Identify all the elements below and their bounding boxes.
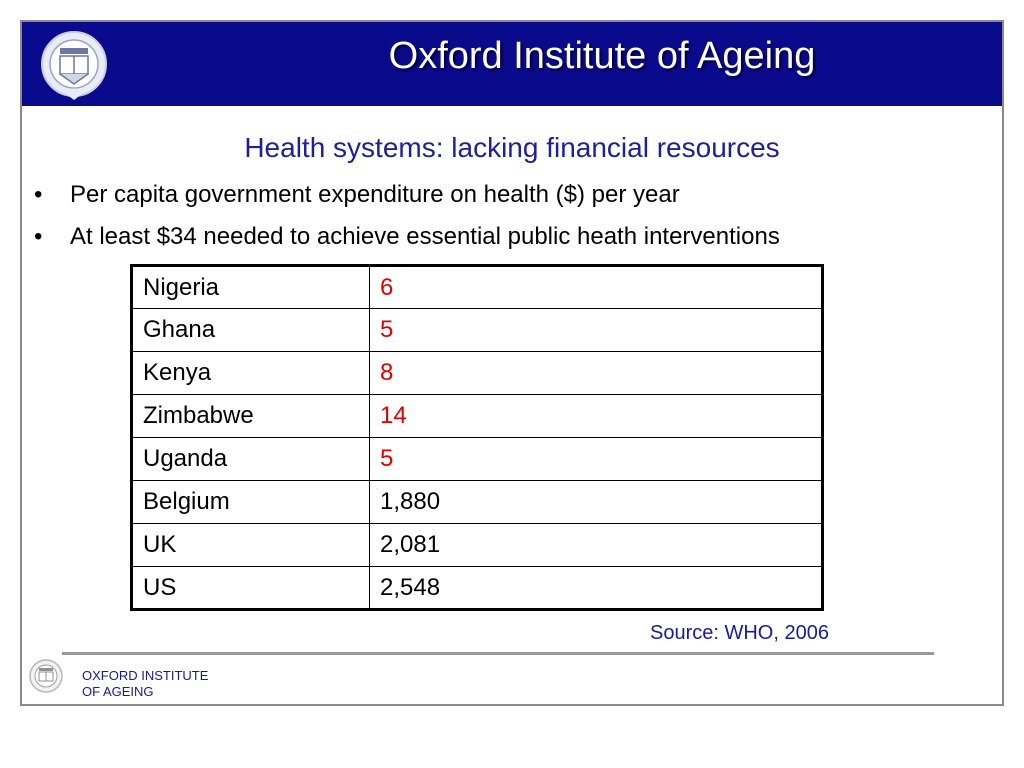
value-cell: 5 — [369, 308, 823, 352]
footer-line-2: OF AGEING — [82, 684, 154, 699]
country-cell: Zimbabwe — [131, 394, 370, 438]
country-cell: Belgium — [131, 480, 370, 524]
expenditure-table: Nigeria 6 Ghana 5 Kenya 8 Zimbabwe 14 Ug… — [130, 264, 824, 611]
table-row: UK 2,081 — [131, 523, 823, 567]
bullet-list: • Per capita government expenditure on he… — [30, 180, 780, 264]
table-row: Ghana 5 — [131, 308, 823, 352]
header-bar: Oxford Institute of Ageing — [22, 22, 1002, 106]
bullet-text: Per capita government expenditure on hea… — [70, 181, 680, 208]
oxford-crest-icon — [36, 28, 112, 104]
table-row: Belgium 1,880 — [131, 480, 823, 524]
value-cell: 2,081 — [369, 523, 823, 567]
value-cell: 2,548 — [369, 566, 823, 610]
country-cell: Ghana — [131, 308, 370, 352]
page-title: Oxford Institute of Ageing — [388, 35, 816, 77]
value-cell: 1,880 — [369, 480, 823, 524]
table-row: Nigeria 6 — [131, 265, 823, 309]
table-row: Zimbabwe 14 — [131, 394, 823, 438]
table-row: US 2,548 — [131, 566, 823, 610]
country-cell: US — [131, 566, 370, 610]
country-cell: Kenya — [131, 351, 370, 395]
bullet-icon: • — [34, 181, 43, 208]
value-cell: 6 — [369, 265, 823, 309]
value-cell: 8 — [369, 351, 823, 395]
footer-line-1: OXFORD INSTITUTE — [82, 668, 209, 683]
slide: Oxford Institute of Ageing Health system… — [20, 20, 1004, 706]
country-cell: Uganda — [131, 437, 370, 481]
value-cell: 14 — [369, 394, 823, 438]
table-row: Uganda 5 — [131, 437, 823, 481]
footer-wordmark: OXFORD INSTITUTE OF AGEING — [82, 668, 208, 700]
slide-subtitle: Health systems: lacking financial resour… — [244, 132, 780, 163]
country-cell: Nigeria — [131, 265, 370, 309]
country-cell: UK — [131, 523, 370, 567]
oxford-crest-icon — [29, 659, 63, 693]
value-cell: 5 — [369, 437, 823, 481]
bullet-item: • Per capita government expenditure on he… — [30, 180, 780, 210]
bullet-item: • At least $34 needed to achieve essentia… — [30, 222, 780, 252]
bullet-icon: • — [34, 223, 43, 250]
footer-divider — [62, 652, 934, 655]
bullet-text: At least $34 needed to achieve essential… — [70, 223, 780, 250]
table-row: Kenya 8 — [131, 351, 823, 395]
source-note: Source: WHO, 2006 — [650, 622, 829, 644]
